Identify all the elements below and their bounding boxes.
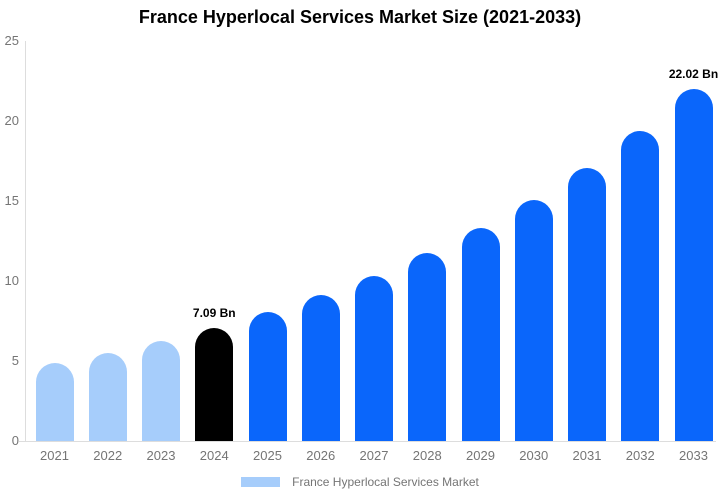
x-tick-label-2027: 2027 — [359, 448, 389, 463]
y-tick-label-20: 20 — [4, 113, 19, 128]
bar-2026 — [301, 295, 340, 441]
x-tick-label-2032: 2032 — [625, 448, 655, 463]
bar-2032 — [621, 131, 660, 441]
bar-2025 — [248, 312, 287, 441]
bar-2023 — [142, 341, 180, 441]
x-tick-label-2021: 2021 — [40, 448, 69, 463]
y-tick-label-10: 10 — [4, 273, 19, 288]
bar-2027 — [355, 276, 393, 441]
x-tick-label-2029: 2029 — [466, 448, 495, 463]
data-label-2033: 22.02 Bn — [668, 67, 719, 81]
bar-2031 — [568, 168, 606, 441]
y-tick-label-0: 0 — [11, 433, 19, 448]
bar-2028 — [408, 253, 447, 441]
bar-2033 — [674, 89, 713, 441]
y-tick-label-25: 25 — [4, 33, 19, 48]
legend-swatch — [241, 477, 281, 487]
y-axis-line — [25, 41, 26, 441]
data-label-2024: 7.09 Bn — [192, 306, 236, 320]
x-tick-label-2031: 2031 — [572, 448, 602, 463]
x-tick-label-2026: 2026 — [306, 448, 336, 463]
bar-2029 — [461, 228, 500, 441]
x-tick-label-2033: 2033 — [679, 448, 708, 463]
bar-2024 — [195, 328, 234, 441]
x-tick-label-2030: 2030 — [519, 448, 549, 463]
x-axis-line — [19, 441, 716, 442]
bar-2030 — [514, 200, 553, 441]
x-tick-label-2025: 2025 — [253, 448, 282, 463]
x-tick-label-2023: 2023 — [146, 448, 176, 463]
y-tick-label-15: 15 — [4, 193, 19, 208]
bar-2022 — [88, 353, 127, 441]
x-tick-label-2022: 2022 — [93, 448, 123, 463]
bar-2021 — [35, 363, 74, 441]
y-tick-label-5: 5 — [11, 353, 19, 368]
x-tick-label-2028: 2028 — [412, 448, 442, 463]
x-tick-label-2024: 2024 — [199, 448, 229, 463]
chart-title: France Hyperlocal Services Market Size (… — [138, 7, 582, 27]
legend-label: France Hyperlocal Services Market — [292, 475, 479, 489]
legend: France Hyperlocal Services Market — [0, 475, 720, 489]
